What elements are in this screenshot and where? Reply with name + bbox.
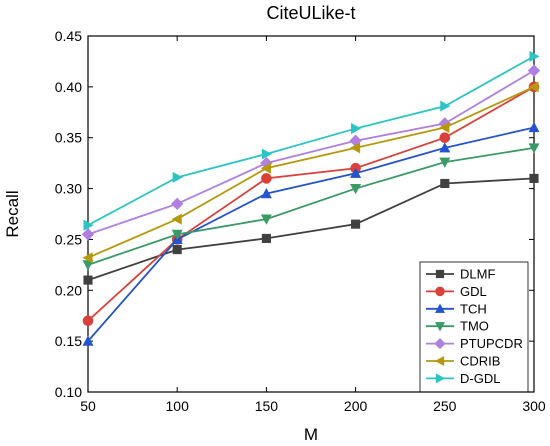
- data-point-dlmf: [351, 219, 361, 229]
- series-line-tch: [87, 126, 535, 342]
- plot-area: 50 100 150 200 250 300 0.10 0.15 0.20 0.25 0.30 0.3…: [55, 28, 546, 414]
- legend-marker-tch: [434, 303, 446, 313]
- y-tick-label: 0.30: [55, 181, 82, 197]
- data-point-tmo: [260, 214, 272, 225]
- data-point-d-gdl: [529, 50, 540, 62]
- legend-marker-gdl: [435, 286, 445, 297]
- data-point-ptupcdr: [171, 197, 184, 211]
- data-point-d-gdl: [351, 123, 362, 135]
- data-point-tmo: [171, 229, 183, 240]
- data-point-dlmf: [529, 173, 539, 183]
- data-point-tch: [350, 167, 362, 178]
- data-point-cdrib: [260, 162, 271, 174]
- data-point-d-gdl: [172, 171, 183, 183]
- data-point-d-gdl: [440, 100, 451, 112]
- data-point-tch: [260, 188, 272, 199]
- legend-label-d-gdl: D-GDL: [460, 371, 500, 386]
- data-point-cdrib: [82, 252, 93, 264]
- legend-label-cdrib: CDRIB: [460, 354, 500, 369]
- data-point-tch: [82, 335, 94, 346]
- chart-title: CiteULike-t: [266, 3, 355, 23]
- y-tick-label: 0.20: [55, 282, 82, 298]
- legend-item-ptupcdr: PTUPCDR: [426, 336, 523, 351]
- x-tick-label: 150: [255, 398, 279, 414]
- x-tick-label: 50: [80, 398, 96, 414]
- data-point-cdrib: [349, 142, 361, 154]
- series-tmo: [82, 143, 540, 271]
- data-point-ptupcdr: [81, 228, 95, 241]
- legend-marker-ptupcdr: [434, 338, 446, 350]
- series-d-gdl: [83, 50, 540, 231]
- legend-label-ptupcdr: PTUPCDR: [460, 336, 523, 351]
- legend-item-tch: TCH: [426, 301, 487, 316]
- legend-item-tmo: TMO: [426, 319, 489, 334]
- data-point-dlmf: [83, 275, 93, 285]
- series-line-cdrib: [87, 86, 535, 259]
- data-point-dlmf: [261, 233, 271, 243]
- x-tick-label: 250: [433, 398, 457, 414]
- x-tick-label: 200: [344, 398, 368, 414]
- legend-marker-d-gdl: [435, 373, 446, 384]
- y-tick-label: 0.35: [55, 130, 82, 146]
- data-point-d-gdl: [261, 148, 273, 160]
- legend: DLMF GDL TCH TMO PTUPCDR CDRIB D-GDL: [419, 261, 529, 393]
- y-tick-label: 0.40: [55, 79, 82, 95]
- series-tch: [82, 121, 540, 346]
- data-point-gdl: [439, 132, 451, 144]
- legend-item-dlmf: DLMF: [426, 267, 495, 282]
- y-tick-label: 0.25: [55, 231, 82, 247]
- data-point-tch: [528, 121, 540, 133]
- data-point-gdl: [261, 173, 272, 184]
- legend-label-tmo: TMO: [460, 319, 489, 334]
- y-tick-label: 0.45: [55, 28, 82, 44]
- x-tick-label: 300: [522, 398, 546, 414]
- series-line-d-gdl: [87, 55, 535, 226]
- legend-label-dlmf: DLMF: [460, 267, 495, 282]
- data-point-tmo: [528, 143, 540, 154]
- series-gdl: [82, 81, 540, 327]
- plot-frame: [87, 35, 535, 393]
- y-tick-label: 0.10: [55, 384, 82, 400]
- series-line-ptupcdr: [87, 69, 535, 236]
- data-point-tch: [439, 142, 451, 153]
- x-axis-label: M: [304, 425, 318, 444]
- data-point-cdrib: [171, 213, 182, 225]
- legend-marker-tmo: [434, 322, 446, 332]
- y-tick-label: 0.15: [55, 333, 82, 349]
- data-point-tmo: [439, 157, 451, 168]
- legend-label-tch: TCH: [460, 301, 487, 316]
- data-point-cdrib: [528, 81, 539, 93]
- legend-item-d-gdl: D-GDL: [426, 371, 500, 386]
- data-point-cdrib: [439, 122, 450, 134]
- x-tick-label: 100: [166, 398, 190, 414]
- data-point-gdl: [82, 315, 94, 327]
- legend-item-cdrib: CDRIB: [426, 354, 500, 369]
- legend-item-gdl: GDL: [426, 284, 487, 299]
- legend-label-gdl: GDL: [460, 284, 487, 299]
- legend-marker-dlmf: [435, 269, 445, 279]
- y-axis-label: Recall: [3, 190, 22, 237]
- data-point-dlmf: [440, 178, 450, 189]
- legend-marker-cdrib: [434, 355, 445, 367]
- series-dlmf: [83, 173, 539, 285]
- series-line-gdl: [87, 86, 535, 322]
- series-line-dlmf: [87, 177, 535, 281]
- series-line-tmo: [87, 146, 535, 266]
- data-point-tmo: [350, 184, 362, 195]
- data-point-ptupcdr: [527, 64, 541, 77]
- data-point-dlmf: [172, 245, 182, 255]
- data-point-d-gdl: [83, 219, 94, 231]
- series-cdrib: [82, 81, 539, 264]
